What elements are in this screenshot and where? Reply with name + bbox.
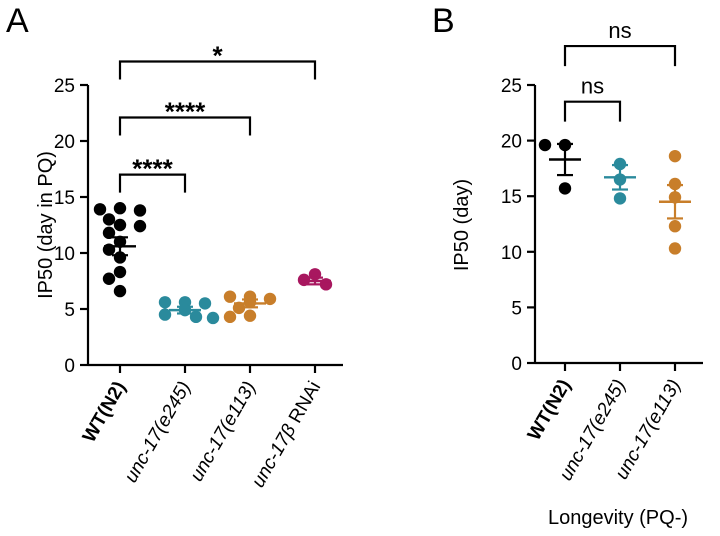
data-point [206, 311, 220, 325]
significance-bracket [563, 44, 677, 67]
x-category-label: WT(N2) [524, 376, 575, 444]
significance-label: * [212, 40, 223, 70]
data-point [538, 138, 552, 152]
y-tick-label: 10 [501, 243, 522, 264]
data-point [158, 296, 172, 309]
category-plain-part: WT(N2) [524, 376, 575, 444]
x-category-label: unc-17(e245) [121, 378, 196, 486]
y-tick-label: 0 [64, 356, 75, 377]
x-category-label: unc-17(e113) [186, 378, 260, 485]
significance-label: ns [581, 74, 604, 99]
y-tick-label: 25 [54, 76, 75, 97]
data-point [668, 220, 682, 233]
data-point [102, 226, 116, 240]
category-italic-part: unc-17β [248, 421, 301, 491]
y-tick-label: 5 [64, 300, 75, 321]
x-category-label: WT(N2) [79, 378, 130, 446]
data-point [223, 290, 237, 303]
panel-letter: B [432, 2, 455, 40]
data-point [232, 301, 246, 315]
significance-bracket [118, 173, 187, 193]
y-tick-label: 25 [501, 76, 522, 97]
data-point [113, 218, 127, 232]
y-tick-label: 10 [54, 244, 75, 265]
data-point [113, 265, 127, 279]
data-point [223, 310, 237, 324]
y-tick-label: 20 [501, 132, 522, 153]
y-axis-label: IP50 (day) [451, 179, 473, 271]
y-tick-label: 5 [511, 298, 522, 319]
significance-label: **** [165, 96, 206, 126]
data-point [113, 202, 127, 215]
data-point [668, 242, 682, 255]
data-point [133, 219, 147, 233]
data-point [613, 192, 627, 205]
data-point [668, 177, 682, 191]
y-tick-label: 15 [501, 187, 522, 208]
data-point [613, 157, 627, 171]
y-tick-label: 20 [54, 132, 75, 153]
x-axis-label: Longevity (PQ-) [548, 507, 688, 529]
panel-letter: A [6, 2, 29, 40]
y-tick-label: 15 [54, 188, 75, 209]
data-point [102, 272, 116, 285]
data-point [263, 292, 277, 306]
significance-label: **** [132, 154, 173, 184]
significance-label: ns [608, 18, 631, 43]
category-plain-part: RNAi [282, 378, 325, 431]
data-point [198, 297, 212, 310]
data-point [133, 204, 147, 217]
data-point [113, 284, 127, 298]
significance-bracket [563, 100, 622, 122]
significance-bracket [118, 116, 252, 136]
data-point [102, 213, 116, 226]
category-italic-part: unc-17(e113) [186, 378, 260, 485]
y-tick-label: 0 [511, 354, 522, 375]
category-plain-part: WT(N2) [79, 378, 130, 446]
data-point [558, 182, 572, 195]
data-point [243, 309, 257, 322]
significance-bracket [118, 60, 317, 80]
data-point [668, 149, 682, 163]
data-point [158, 308, 172, 321]
y-axis-label: IP50 (day in PQ) [35, 151, 57, 299]
category-italic-part: unc-17(e245) [121, 378, 196, 486]
data-point [93, 203, 107, 216]
x-category-label: unc-17β RNAi [248, 378, 325, 491]
